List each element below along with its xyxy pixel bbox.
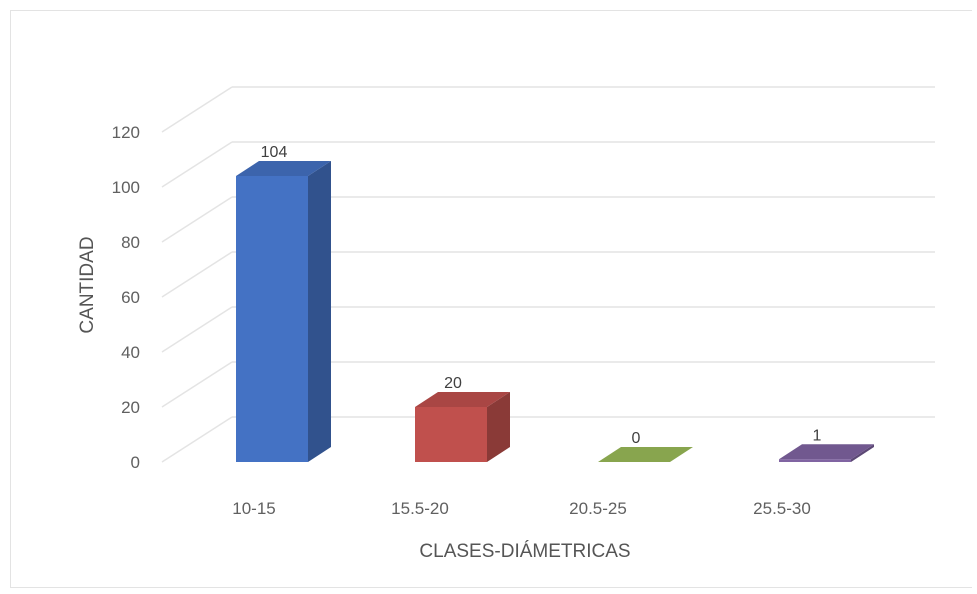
gridline-side <box>161 251 233 298</box>
x-tick-label: 10-15 <box>232 499 275 518</box>
gridline-side <box>161 361 233 408</box>
y-tick-label: 40 <box>121 343 140 362</box>
y-tick-label: 100 <box>112 178 140 197</box>
gridline-side <box>161 196 233 243</box>
x-axis-title: CLASES-DIÁMETRICAS <box>419 541 630 562</box>
bar-top <box>598 447 693 462</box>
bar <box>779 459 851 462</box>
data-label: 1 <box>813 427 822 444</box>
gridline-side <box>161 86 233 133</box>
data-label: 104 <box>261 144 288 161</box>
y-tick-label: 120 <box>112 123 140 142</box>
bar <box>236 176 308 462</box>
bar <box>415 407 487 462</box>
bar-top <box>779 444 874 460</box>
bars <box>236 161 874 462</box>
bar-side <box>308 161 331 462</box>
data-label: 20 <box>444 375 462 392</box>
y-tick-label: 20 <box>121 398 140 417</box>
y-tick-label: 0 <box>131 453 140 472</box>
data-label: 0 <box>632 430 641 447</box>
x-tick-label: 20.5-25 <box>569 499 627 518</box>
x-tick-label: 15.5-20 <box>391 499 449 518</box>
x-tick-label: 25.5-30 <box>753 499 811 518</box>
chart-frame <box>10 10 972 588</box>
gridline-side <box>161 306 233 353</box>
gridline-side <box>161 416 233 463</box>
y-tick-label: 60 <box>121 288 140 307</box>
y-axis-title: CANTIDAD <box>77 236 98 333</box>
gridlines <box>161 86 935 463</box>
y-tick-label: 80 <box>121 233 140 252</box>
bar-side <box>487 392 510 462</box>
gridline-side <box>161 141 233 188</box>
bar-top <box>415 392 510 407</box>
bar-side <box>851 444 874 462</box>
bar-top <box>236 161 331 176</box>
labels: 0 20 40 60 80 100 120 104 10-15 20 15.5-20 0 20.5-25… <box>112 123 822 518</box>
